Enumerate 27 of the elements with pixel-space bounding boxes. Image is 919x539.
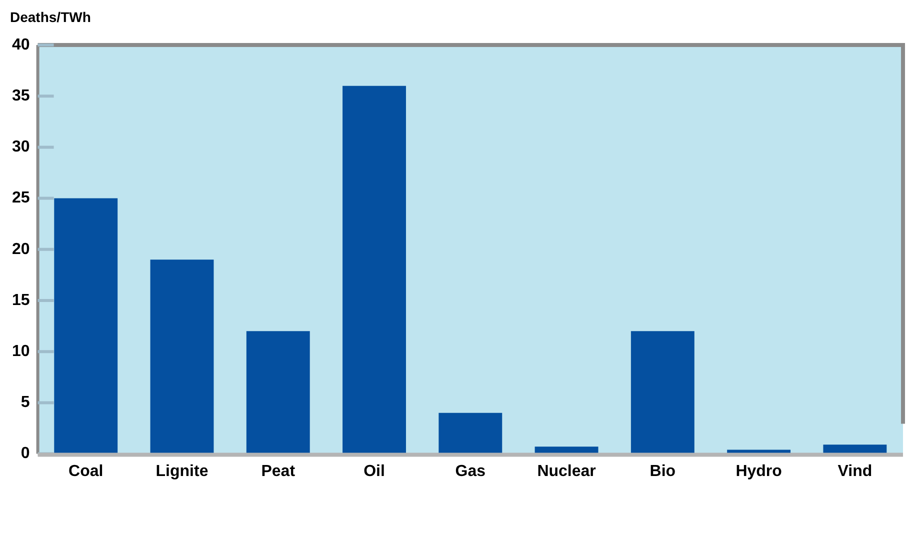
bar bbox=[823, 444, 887, 454]
x-tick-label: Lignite bbox=[156, 462, 208, 480]
y-tick-label: 30 bbox=[12, 138, 30, 156]
x-tick-label: Vind bbox=[838, 462, 872, 480]
x-tick-label: Gas bbox=[455, 462, 486, 480]
y-tick-label: 20 bbox=[12, 240, 30, 258]
bar bbox=[630, 331, 694, 454]
x-tick-label: Nuclear bbox=[537, 462, 596, 480]
x-tick-label: Hydro bbox=[736, 462, 782, 480]
x-tick-label: Oil bbox=[364, 462, 385, 480]
x-tick-label: Coal bbox=[68, 462, 104, 480]
y-axis-title: Deaths/TWh bbox=[10, 8, 91, 25]
y-tick-label: 0 bbox=[20, 445, 30, 462]
y-tick-label: 25 bbox=[12, 190, 30, 207]
bar bbox=[150, 260, 214, 454]
bar bbox=[342, 86, 406, 454]
bar bbox=[534, 446, 598, 454]
bar bbox=[246, 331, 310, 454]
y-tick-label: 10 bbox=[12, 343, 30, 360]
y-tick-label: 5 bbox=[20, 394, 30, 412]
y-tick-label: 35 bbox=[12, 88, 30, 105]
y-tick-label: 40 bbox=[12, 36, 30, 54]
bar bbox=[54, 198, 118, 454]
y-tick-label: 15 bbox=[12, 292, 30, 309]
bar bbox=[438, 412, 502, 454]
x-tick-label: Peat bbox=[261, 462, 296, 480]
x-tick-label: Bio bbox=[650, 462, 676, 480]
